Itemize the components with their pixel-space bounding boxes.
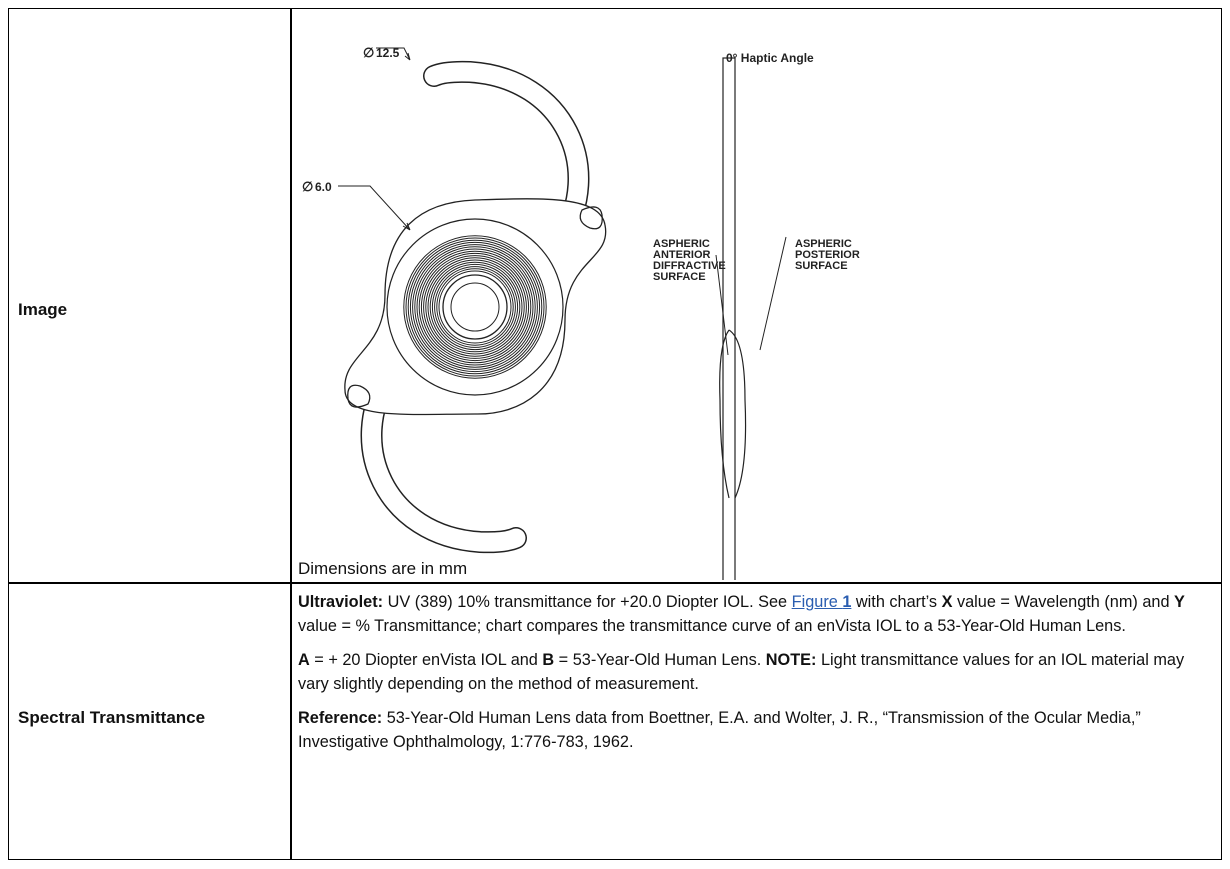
label-line: SURFACE [795,260,848,272]
ring [405,237,545,377]
text-cell: Ultraviolet: UV (389) 10% transmittance … [298,590,1216,764]
ring [416,248,534,366]
leader [376,47,411,61]
ring [423,255,527,359]
lens-body [344,198,607,416]
ring [436,268,514,346]
link[interactable]: Figure [792,593,843,611]
text: Light transmittance values for an IOL ma… [298,651,1185,693]
text: value = % Transmittance; chart compares … [298,617,1126,635]
dimension-label: 12.5 [376,46,400,60]
dimension-label: 6.0 [315,180,332,194]
text: 53-Year-Old Human Lens data from Boettne… [298,709,1141,751]
row-label: Spectral Transmittance [18,708,206,727]
paragraph: Reference: 53-Year-Old Human Lens data f… [298,706,1216,754]
ring [431,263,519,351]
lens-drawing: ∅ 12.5 ∅ 6.0 0° Haptic Angle ASPHERICANT… [302,45,860,580]
row-label: Image [18,300,68,319]
label-line: SURFACE [653,271,706,283]
bold-text: X [941,593,953,611]
table [8,8,1222,860]
text: value = Wavelength (nm) and [952,593,1175,611]
text: with chart’s [851,593,942,611]
ring [420,252,530,362]
dimension-label: ∅ [302,179,313,194]
paragraph: A = + 20 Diopter enVista IOL and B = 53-… [298,648,1216,696]
text: = 53-Year-Old Human Lens. [554,651,766,669]
ring [403,235,547,379]
text: UV (389) 10% transmittance for +20.0 Dio… [383,593,792,611]
side-view [722,57,736,580]
bold-text: B [542,651,555,669]
hole [579,206,603,230]
label-line: ASPHERIC [653,238,710,250]
ring [429,261,521,353]
bold-text: A [298,651,310,669]
text: Figure [791,593,843,611]
side-optic [719,329,747,499]
leader [715,236,787,356]
bold-text: NOTE: [765,651,817,669]
diffractive-rings [403,235,547,379]
bold-text: Ultraviolet: [298,593,384,611]
bold-text: Reference: [298,709,383,727]
text: = + 20 Diopter enVista IOL and [309,651,543,669]
label-line: POSTERIOR [795,249,860,261]
side-title: 0° Haptic Angle [726,51,814,65]
bold-text: 1 [842,593,852,611]
ring [438,270,512,344]
link[interactable]: 1 [842,593,851,611]
ring [418,250,532,364]
hole [347,384,371,408]
label-line: DIFFRACTIVE [653,260,726,272]
ring [412,244,538,370]
optic-edge [386,218,564,396]
ring [414,246,536,368]
ring [425,257,525,357]
label-line: ASPHERIC [795,238,852,250]
ring [427,259,523,355]
leader [338,185,411,231]
haptic [423,60,590,251]
ring [450,282,500,332]
ring [442,274,508,340]
bold-text: Y [1174,593,1185,611]
row-divider [8,582,1222,584]
ring [434,266,516,348]
paragraph: Ultraviolet: UV (389) 10% transmittance … [298,590,1216,638]
haptic [360,363,527,554]
column-divider [290,8,292,860]
ring [409,241,541,373]
caption: Dimensions are in mm [298,559,468,578]
label-line: ANTERIOR [653,249,711,261]
ring [407,239,543,375]
dimension-label: ∅ [363,45,374,60]
